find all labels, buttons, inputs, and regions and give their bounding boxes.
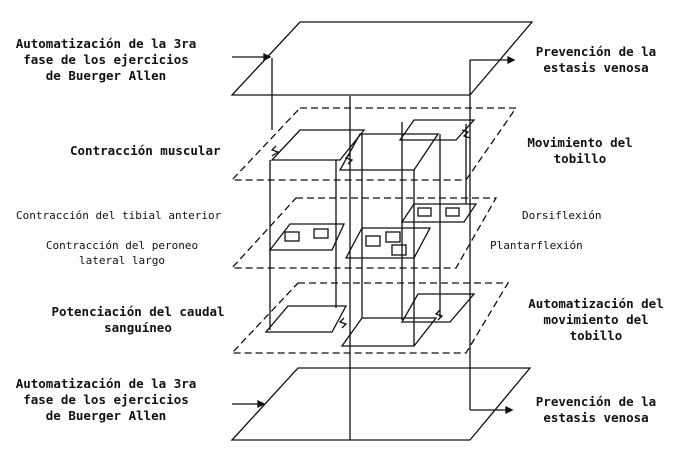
label-bottom-right: Prevención de la estasis venosa [535, 394, 657, 425]
peroneo-left-block-1 [284, 231, 300, 242]
label-contraccion-peroneo: Contracción del peroneo lateral largo [45, 239, 199, 267]
arrow-bottom-in-head [257, 399, 266, 409]
tibial-right-block-2 [445, 207, 460, 217]
top-plane [230, 21, 534, 96]
flow-left-square [264, 305, 348, 333]
muscle-left-square [270, 129, 366, 161]
layer-flow-plane [230, 282, 510, 354]
label-top-right: Prevención de la estasis venosa [535, 44, 657, 75]
label-automatizacion-movimiento: Automatización del movimiento del tobill… [528, 296, 664, 343]
label-potenciacion: Potenciación del caudal sanguíneo [51, 304, 225, 335]
label-top-left: Automatización de la 3ra fase de los eje… [15, 36, 197, 83]
peroneo-left-square [268, 223, 346, 251]
layer-muscle-plane [230, 107, 518, 181]
label-dorsiflexion: Dorsiflexión [522, 209, 602, 222]
arrow-top-in-head [263, 52, 272, 62]
tibial-right-square [400, 203, 478, 223]
bottom-plane [230, 367, 532, 441]
label-contraccion-muscular: Contracción muscular [70, 143, 221, 158]
tibial-right-block-1 [417, 207, 432, 217]
peroneo-center-block-2 [385, 231, 401, 243]
arrow-top-out-head [507, 55, 516, 65]
layer-contraction-plane [230, 197, 498, 269]
flow-center-notch [338, 317, 348, 329]
label-contraccion-tibial: Contracción del tibial anterior [16, 209, 222, 222]
muscle-right-square [398, 119, 476, 141]
label-plantarflexion: Plantarflexión [490, 239, 583, 252]
label-bottom-left: Automatización de la 3ra fase de los eje… [15, 376, 197, 423]
flow-right-square [400, 293, 476, 323]
arrow-bottom-out-head [505, 405, 514, 415]
peroneo-center-block-3 [391, 244, 407, 256]
muscle-center-notch [344, 153, 354, 165]
muscle-left-notch [270, 145, 280, 157]
peroneo-left-block-2 [313, 228, 329, 239]
flow-right-notch [434, 309, 444, 321]
label-movimiento-tobillo: Movimiento del tobillo [527, 135, 633, 166]
peroneo-center-block-1 [365, 235, 381, 247]
